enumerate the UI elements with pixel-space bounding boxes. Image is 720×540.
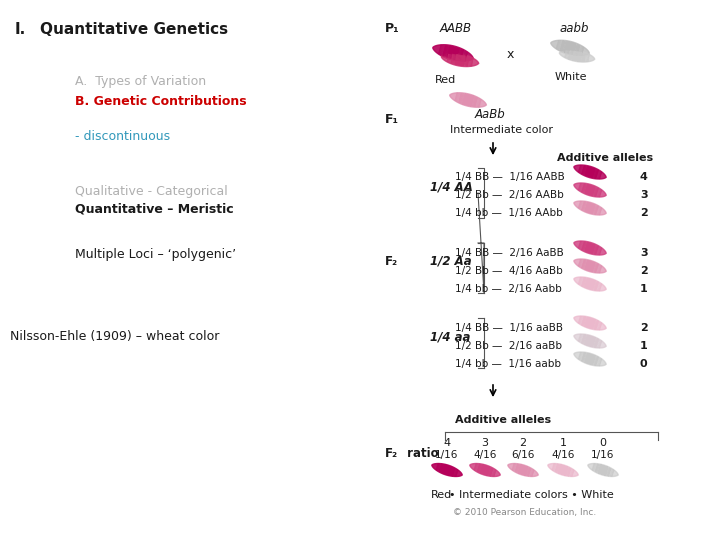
Text: 0: 0 xyxy=(600,438,606,448)
Text: 1: 1 xyxy=(640,284,648,294)
Text: ratio: ratio xyxy=(403,447,438,460)
Text: 4/16: 4/16 xyxy=(552,450,575,460)
Text: 6/16: 6/16 xyxy=(511,450,535,460)
Text: 1/4 bb —  1/16 aabb: 1/4 bb — 1/16 aabb xyxy=(455,359,561,369)
Text: 1/4 BB —  1/16 aaBB: 1/4 BB — 1/16 aaBB xyxy=(455,323,563,333)
Text: © 2010 Pearson Education, Inc.: © 2010 Pearson Education, Inc. xyxy=(454,508,597,517)
Text: Multiple Loci – ‘polygenic’: Multiple Loci – ‘polygenic’ xyxy=(75,248,236,261)
Text: I.: I. xyxy=(15,22,26,37)
Text: Additive alleles: Additive alleles xyxy=(455,415,551,425)
Text: aabb: aabb xyxy=(560,22,590,35)
Text: AaBb: AaBb xyxy=(475,108,505,121)
Text: 1/4 BB —  2/16 AaBB: 1/4 BB — 2/16 AaBB xyxy=(455,248,564,258)
Text: 4: 4 xyxy=(444,438,451,448)
Text: 1/4 bb —  2/16 Aabb: 1/4 bb — 2/16 Aabb xyxy=(455,284,562,294)
Text: • Intermediate colors • White: • Intermediate colors • White xyxy=(449,490,613,500)
Text: 1/2 Aa: 1/2 Aa xyxy=(430,255,472,268)
Text: Quantitative Genetics: Quantitative Genetics xyxy=(40,22,228,37)
Text: AABB: AABB xyxy=(440,22,472,35)
Text: White: White xyxy=(555,72,588,82)
Polygon shape xyxy=(450,93,486,107)
Polygon shape xyxy=(574,201,606,215)
Polygon shape xyxy=(574,334,606,348)
Text: Intermediate color: Intermediate color xyxy=(450,125,553,135)
Text: 1/4 BB —  1/16 AABB: 1/4 BB — 1/16 AABB xyxy=(455,172,564,182)
Text: Red: Red xyxy=(431,490,453,500)
Polygon shape xyxy=(588,463,618,476)
Polygon shape xyxy=(470,463,500,476)
Polygon shape xyxy=(508,463,539,476)
Text: 1: 1 xyxy=(559,438,567,448)
Polygon shape xyxy=(574,277,606,291)
Polygon shape xyxy=(432,463,462,476)
Polygon shape xyxy=(574,183,606,197)
Text: 2: 2 xyxy=(640,323,648,333)
Text: 3: 3 xyxy=(640,190,647,200)
Text: 1/16: 1/16 xyxy=(591,450,615,460)
Text: 1/4 aa: 1/4 aa xyxy=(430,330,470,343)
Text: 3: 3 xyxy=(640,248,647,258)
Text: Qualitative - Categorical: Qualitative - Categorical xyxy=(75,185,228,198)
Text: 2: 2 xyxy=(640,266,648,276)
Text: 2: 2 xyxy=(519,438,526,448)
Polygon shape xyxy=(574,165,606,179)
Text: 4: 4 xyxy=(640,172,648,182)
Polygon shape xyxy=(433,45,473,61)
Text: 1/2 Bb —  4/16 AaBb: 1/2 Bb — 4/16 AaBb xyxy=(455,266,563,276)
Polygon shape xyxy=(574,241,606,255)
Text: 2: 2 xyxy=(640,208,648,218)
Text: F₂: F₂ xyxy=(385,255,398,268)
Polygon shape xyxy=(548,463,578,476)
Text: Additive alleles: Additive alleles xyxy=(557,153,653,163)
Polygon shape xyxy=(551,40,589,56)
Text: 0: 0 xyxy=(640,359,647,369)
Text: - discontinuous: - discontinuous xyxy=(75,130,170,143)
Polygon shape xyxy=(574,259,606,273)
Text: 1/2 Bb —  2/16 AABb: 1/2 Bb — 2/16 AABb xyxy=(455,190,564,200)
Text: Red: Red xyxy=(435,75,456,85)
Text: 1/4 bb —  1/16 AAbb: 1/4 bb — 1/16 AAbb xyxy=(455,208,563,218)
Polygon shape xyxy=(559,50,595,62)
Text: F₁: F₁ xyxy=(385,113,399,126)
Text: F₂: F₂ xyxy=(385,447,398,460)
Polygon shape xyxy=(574,316,606,330)
Polygon shape xyxy=(574,352,606,366)
Text: 4/16: 4/16 xyxy=(473,450,497,460)
Text: P₁: P₁ xyxy=(385,22,400,35)
Text: x: x xyxy=(506,48,513,61)
Text: B. Genetic Contributions: B. Genetic Contributions xyxy=(75,95,247,108)
Text: 1/16: 1/16 xyxy=(436,450,459,460)
Text: 1: 1 xyxy=(640,341,648,351)
Text: 1/4 AA: 1/4 AA xyxy=(430,180,473,193)
Text: 3: 3 xyxy=(482,438,488,448)
Text: 1/2 Bb —  2/16 aaBb: 1/2 Bb — 2/16 aaBb xyxy=(455,341,562,351)
Polygon shape xyxy=(441,53,479,66)
Text: Nilsson-Ehle (1909) – wheat color: Nilsson-Ehle (1909) – wheat color xyxy=(10,330,220,343)
Text: A.  Types of Variation: A. Types of Variation xyxy=(75,75,206,88)
Text: Quantitative – Meristic: Quantitative – Meristic xyxy=(75,203,233,216)
